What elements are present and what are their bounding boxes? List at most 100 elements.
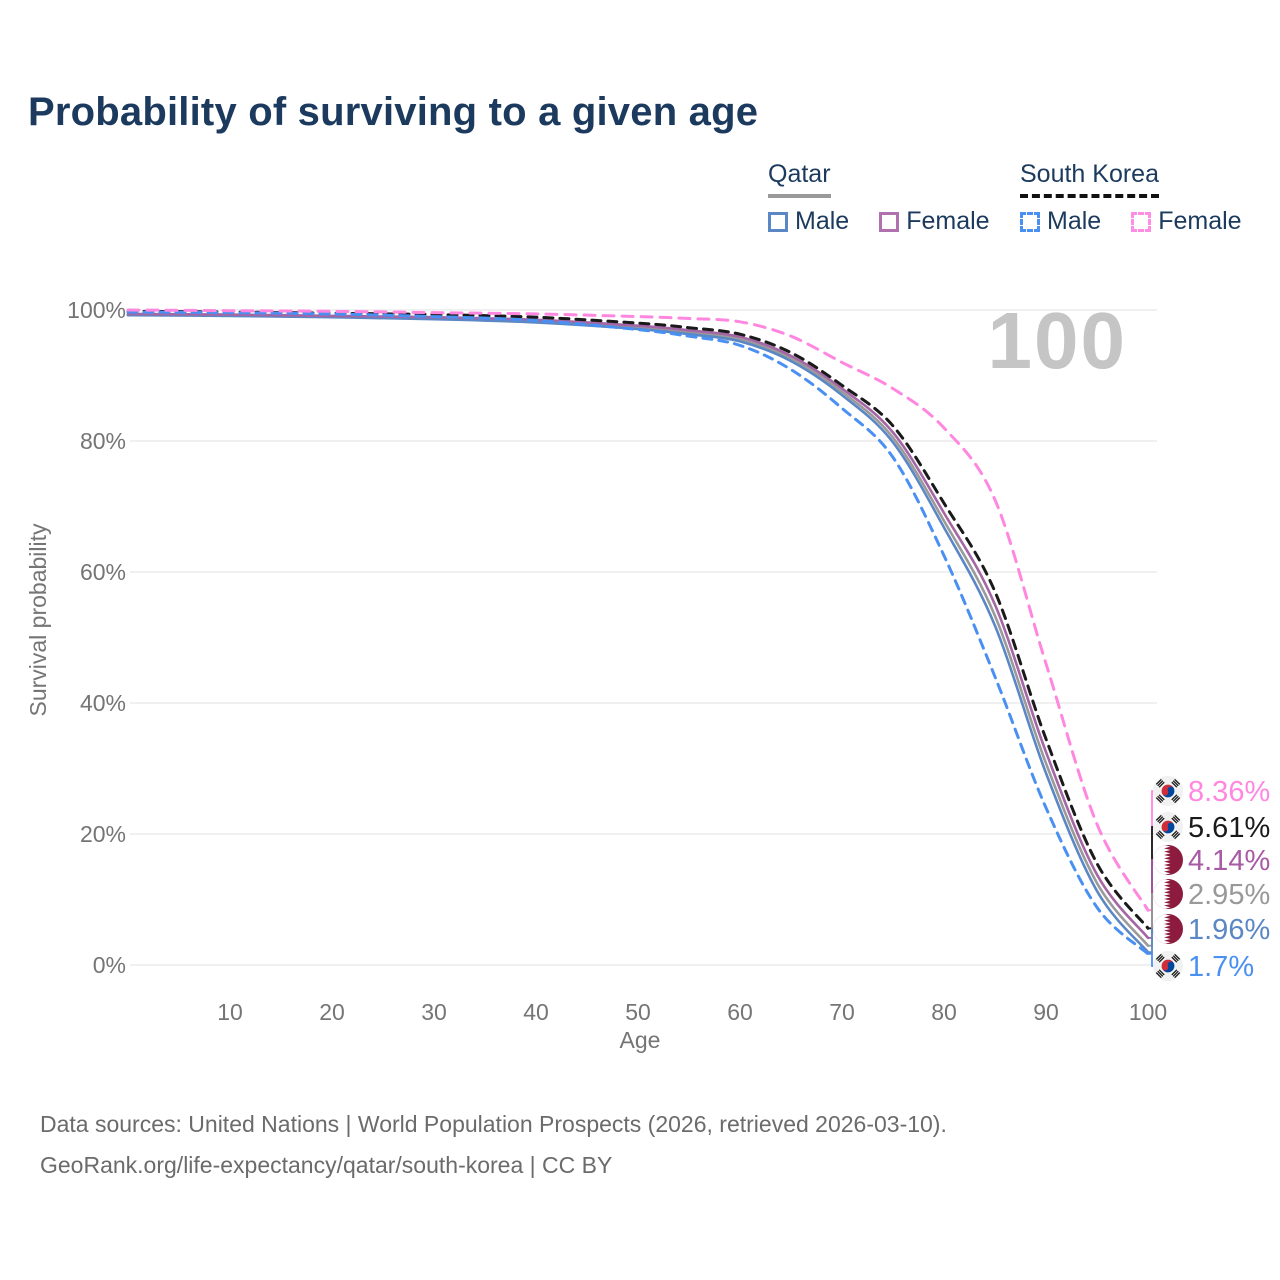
x-axis-title: Age — [620, 1027, 661, 1053]
flag-part — [1171, 817, 1178, 824]
y-tick-80%: 80% — [80, 428, 126, 454]
legend-country-label: South Korea — [1020, 160, 1159, 198]
flag-part — [1161, 964, 1169, 971]
legend-item-south-korea-female[interactable]: Female — [1131, 207, 1242, 236]
end-value-label-4.14%: 4.14% — [1188, 845, 1270, 877]
legend-item-label: Male — [1047, 207, 1102, 235]
series-line-south-korea-combined — [126, 309, 1150, 930]
x-tick-100: 100 — [1129, 999, 1167, 1025]
qatar-flag-icon — [1153, 845, 1183, 875]
flag-part — [1172, 780, 1179, 787]
legend-items-row: Male Female — [768, 207, 990, 236]
legend-item-label: Female — [906, 207, 990, 235]
flag-part — [1161, 789, 1169, 796]
y-tick-40%: 40% — [80, 690, 126, 716]
flag-part — [1153, 914, 1171, 944]
flag-part — [1174, 833, 1181, 840]
legend-swatch-icon — [768, 211, 788, 232]
flag-part — [1174, 814, 1181, 821]
flag-part — [1161, 825, 1169, 832]
flag-part — [1155, 953, 1162, 960]
qatar-flag-icon — [1153, 879, 1183, 909]
end-value-label-1.96%: 1.96% — [1188, 914, 1270, 946]
legend-item-qatar-male[interactable]: Male — [768, 207, 849, 236]
flag-part — [1155, 972, 1162, 979]
x-tick-30: 30 — [421, 999, 447, 1025]
legend-swatch-icon — [1131, 211, 1152, 232]
x-tick-80: 80 — [931, 999, 957, 1025]
flag-part — [1174, 797, 1181, 804]
series-line-south-korea-male — [126, 310, 1150, 956]
series-line-qatar-combined — [126, 313, 1150, 947]
flag-part — [1172, 795, 1179, 802]
flag-part — [1157, 816, 1164, 823]
flag-part — [1172, 816, 1179, 823]
legend-items-row: Male Female — [1020, 207, 1242, 236]
flag-part — [1155, 797, 1162, 804]
flag-part — [1167, 786, 1175, 793]
legend-country-label: Qatar — [768, 160, 831, 198]
flag-part — [1171, 969, 1178, 976]
legend-group-qatar: Qatar Male Female — [768, 160, 990, 236]
flag-part — [1174, 778, 1181, 785]
legend-group-south-korea: South Korea Male Female — [1020, 160, 1242, 236]
x-tick-50: 50 — [625, 999, 651, 1025]
flag-part — [1157, 831, 1164, 838]
flag-part — [1158, 781, 1165, 788]
south-korea-flag-icon — [1153, 951, 1183, 981]
flag-part — [1167, 822, 1175, 829]
flag-part — [1172, 831, 1179, 838]
end-value-label-1.7%: 1.7% — [1188, 951, 1254, 983]
footer: Data sources: United Nations | World Pop… — [40, 1104, 947, 1186]
legend-swatch-icon — [879, 211, 900, 232]
series-line-south-korea-female — [126, 308, 1150, 912]
x-tick-60: 60 — [727, 999, 753, 1025]
series-line-qatar-female — [126, 312, 1150, 940]
flag-part — [1171, 956, 1178, 963]
legend-item-label: Male — [795, 207, 850, 235]
qatar-flag-icon — [1153, 914, 1183, 944]
watermark-100: 100 — [988, 296, 1127, 385]
flag-part — [1171, 781, 1178, 788]
y-axis-title: Survival probability — [25, 523, 51, 717]
flag-part — [1171, 830, 1178, 837]
flag-part — [1157, 955, 1164, 962]
south-korea-flag-icon — [1153, 812, 1183, 842]
footer-data-sources: Data sources: United Nations | World Pop… — [40, 1111, 947, 1137]
footer-attribution: GeoRank.org/life-expectancy/qatar/south-… — [40, 1152, 613, 1178]
south-korea-flag-icon — [1153, 776, 1183, 806]
end-value-label-5.61%: 5.61% — [1188, 812, 1270, 844]
flag-part — [1171, 794, 1178, 801]
y-tick-20%: 20% — [80, 821, 126, 847]
flag-part — [1158, 830, 1165, 837]
x-tick-70: 70 — [829, 999, 855, 1025]
x-tick-90: 90 — [1033, 999, 1059, 1025]
flag-part — [1153, 845, 1171, 875]
flag-part — [1155, 814, 1162, 821]
page-title: Probability of surviving to a given age — [28, 90, 759, 134]
legend-swatch-icon — [1020, 211, 1040, 232]
legend-item-south-korea-male[interactable]: Male — [1020, 207, 1101, 236]
flag-part — [1158, 969, 1165, 976]
x-tick-40: 40 — [523, 999, 549, 1025]
flag-part — [1172, 955, 1179, 962]
x-tick-20: 20 — [319, 999, 345, 1025]
end-value-label-8.36%: 8.36% — [1188, 776, 1270, 808]
flag-part — [1157, 970, 1164, 977]
legend-item-qatar-female[interactable]: Female — [879, 207, 990, 236]
flag-part — [1153, 879, 1171, 909]
flag-part — [1174, 972, 1181, 979]
flag-part — [1167, 961, 1175, 968]
y-tick-100%: 100% — [67, 297, 126, 323]
flag-part — [1155, 833, 1162, 840]
flag-part — [1172, 970, 1179, 977]
legend: Qatar Male Female South Korea Male Female — [0, 160, 1280, 240]
flag-part — [1158, 817, 1165, 824]
y-tick-60%: 60% — [80, 559, 126, 585]
flag-part — [1155, 778, 1162, 785]
y-tick-0%: 0% — [93, 952, 126, 978]
flag-part — [1157, 795, 1164, 802]
flag-part — [1158, 794, 1165, 801]
flag-part — [1174, 953, 1181, 960]
